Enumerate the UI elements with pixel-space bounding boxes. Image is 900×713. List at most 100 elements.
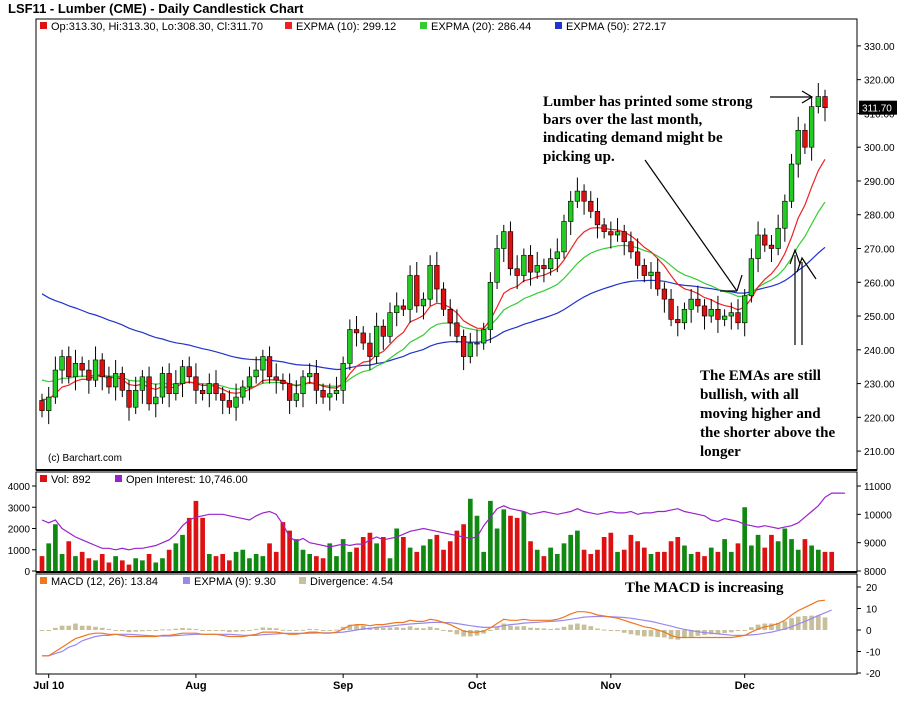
- divergence-bar: [621, 630, 627, 633]
- divergence-bar: [160, 629, 165, 631]
- divergence-bar: [534, 628, 540, 630]
- candle-body: [601, 224, 607, 232]
- divergence-bar: [307, 628, 313, 630]
- candle-body: [514, 268, 520, 276]
- volume-bar: [394, 528, 400, 571]
- price-y-tick-label: 220.00: [864, 413, 895, 424]
- divergence-bar: [521, 626, 527, 630]
- volume-bar: [320, 558, 326, 571]
- ema20-line: [41, 201, 826, 390]
- candle-body: [407, 275, 413, 310]
- divergence-bar: [220, 630, 226, 632]
- candle-body: [701, 305, 708, 317]
- candle-body: [721, 315, 728, 320]
- volume-bar: [554, 554, 560, 571]
- candle-body: [748, 258, 755, 297]
- macd-y-tick-label: 20: [866, 583, 878, 594]
- candle-body: [199, 390, 206, 395]
- divergence-legend-swatch: [299, 577, 306, 584]
- volume-bar: [688, 554, 694, 571]
- ema50-legend-swatch: [555, 22, 562, 29]
- divergence-bar: [133, 630, 139, 632]
- candle-body: [79, 363, 85, 371]
- candle-body: [742, 295, 748, 324]
- candle-body: [782, 200, 788, 229]
- candle-body: [193, 376, 199, 391]
- volume-y-tick-label: 0: [24, 567, 30, 578]
- oi-y-tick-label: 9000: [864, 539, 887, 550]
- volume-bar: [441, 549, 446, 571]
- divergence-bar: [802, 616, 808, 630]
- candle-body: [52, 369, 59, 398]
- volume-y-tick-label: 2000: [8, 525, 31, 536]
- candle-body: [99, 359, 105, 378]
- volume-bar: [200, 517, 205, 571]
- volume-bar: [802, 539, 808, 571]
- volume-bar: [822, 551, 828, 571]
- divergence-bar: [233, 630, 239, 632]
- divergence-bar: [648, 630, 654, 637]
- candle-body: [735, 312, 741, 324]
- volume-bar: [668, 541, 674, 571]
- candle-body: [46, 396, 52, 411]
- divergence-bar: [528, 627, 533, 630]
- candle-body: [246, 376, 253, 388]
- candle-body: [695, 298, 701, 307]
- divergence-bar: [186, 628, 192, 630]
- candle-body: [92, 359, 99, 381]
- candle-body: [146, 376, 152, 405]
- candle-body: [333, 390, 340, 395]
- divergence-bar: [447, 630, 453, 632]
- divergence-bar: [742, 630, 748, 631]
- divergence-bar: [394, 627, 400, 630]
- candle-body: [86, 369, 92, 381]
- divergence-bar: [240, 630, 246, 632]
- candle-body: [340, 363, 346, 391]
- volume-bar: [46, 543, 52, 571]
- candle-body: [233, 396, 239, 408]
- volume-bar: [79, 551, 85, 571]
- divergence-bar: [735, 630, 741, 632]
- candle-body: [460, 335, 467, 357]
- volume-bar: [655, 551, 661, 571]
- candle-body: [815, 96, 821, 107]
- volume-bar: [588, 554, 594, 571]
- volume-bar: [467, 498, 473, 571]
- divergence-bar: [434, 628, 440, 630]
- candle-body: [420, 298, 427, 307]
- oi-legend-text: Open Interest: 10,746.00: [126, 474, 248, 486]
- ema20-legend-text: EXPMA (20): 286.44: [431, 21, 531, 33]
- volume-bar: [461, 524, 466, 571]
- divergence-bar: [688, 630, 694, 637]
- divergence-bar: [380, 627, 386, 630]
- x-tick-label: Dec: [735, 680, 755, 692]
- volume-bar: [247, 558, 252, 571]
- candle-body: [360, 332, 366, 344]
- oi-y-tick-label: 10000: [864, 510, 892, 521]
- volume-bar: [809, 545, 814, 571]
- macd-y-tick-label: -20: [866, 669, 881, 680]
- x-tick-label: Sep: [333, 680, 353, 692]
- volume-bar: [608, 532, 614, 571]
- divergence-bar: [126, 630, 132, 633]
- candle-body: [260, 356, 266, 371]
- volume-bar: [548, 547, 553, 571]
- candle-body: [112, 373, 119, 388]
- volume-bar: [307, 554, 313, 571]
- price-y-tick-label: 240.00: [864, 346, 895, 357]
- divergence-bar: [815, 615, 821, 630]
- candle-body: [59, 356, 65, 371]
- ohlc-legend-text: Op:313.30, Hi:313.30, Lo:308.30, Cl:311.…: [51, 21, 263, 33]
- candle-body: [166, 373, 172, 395]
- volume-bar: [581, 549, 587, 571]
- divergence-bar: [414, 627, 420, 630]
- price-y-tick-label: 300.00: [864, 143, 895, 154]
- volume-y-tick-label: 4000: [8, 482, 31, 493]
- candle-body: [661, 288, 668, 300]
- divergence-bar: [628, 630, 634, 635]
- divergence-bar: [655, 630, 661, 638]
- divergence-bar: [541, 628, 547, 630]
- candle-body: [173, 383, 179, 395]
- volume-bar: [702, 556, 707, 571]
- candle-body: [266, 356, 273, 378]
